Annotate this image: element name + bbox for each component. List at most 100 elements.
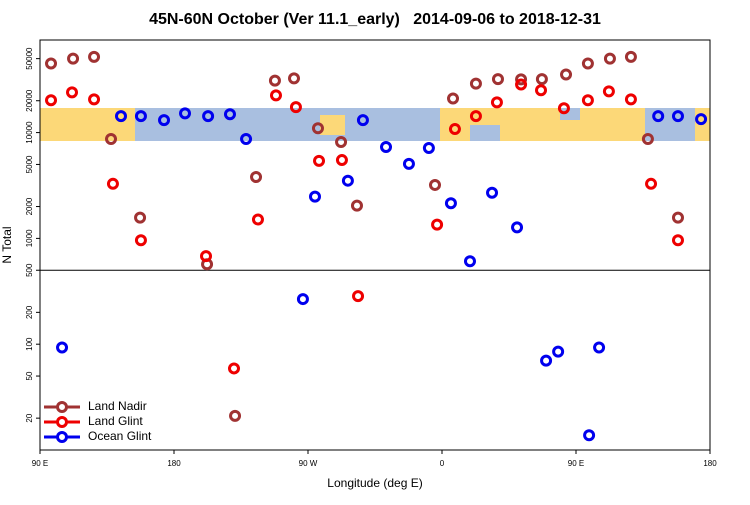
point	[134, 110, 147, 123]
y-tick-label: 200	[25, 305, 34, 319]
point	[540, 354, 553, 367]
point	[624, 93, 637, 106]
point	[311, 122, 324, 135]
plot-frame	[39, 39, 711, 451]
point	[66, 86, 79, 99]
point	[671, 234, 684, 247]
point	[45, 57, 58, 70]
chart-title: 45N-60N October (Ver 11.1_early) 2014-09…	[149, 11, 601, 28]
point	[515, 78, 528, 91]
y-tick-label: 500	[25, 263, 34, 277]
point	[431, 218, 444, 231]
y-tick-label: 10000	[25, 121, 34, 144]
point	[289, 101, 302, 114]
point	[335, 154, 348, 167]
point	[557, 102, 570, 115]
point	[350, 199, 363, 212]
point	[429, 178, 442, 191]
point	[511, 221, 524, 234]
legend-label: Ocean Glint	[88, 429, 152, 443]
point	[515, 73, 528, 86]
point	[67, 52, 80, 65]
x-tick-label: 90 W	[299, 459, 318, 468]
point	[240, 132, 253, 145]
point	[341, 174, 354, 187]
x-tick-label: 180	[703, 459, 717, 468]
point	[56, 341, 69, 354]
point	[134, 234, 147, 247]
y-tick-label: 20	[25, 413, 34, 422]
point	[583, 429, 596, 442]
point	[105, 132, 118, 145]
point	[228, 362, 241, 375]
point	[106, 177, 119, 190]
point	[380, 141, 393, 154]
point	[88, 93, 101, 106]
legend-marker	[56, 416, 68, 428]
point	[251, 213, 264, 226]
point	[179, 107, 192, 120]
point	[535, 84, 548, 97]
point	[335, 135, 348, 148]
y-tick-label: 2000	[25, 197, 34, 215]
point	[422, 142, 435, 155]
point	[444, 197, 457, 210]
y-tick-label: 50000	[25, 47, 34, 70]
point	[448, 123, 461, 136]
point	[624, 50, 637, 63]
y-axis-title: N Total	[0, 226, 14, 263]
point	[223, 108, 236, 121]
point	[158, 114, 171, 127]
x-tick-label: 90 E	[32, 459, 48, 468]
point	[463, 255, 476, 268]
point	[645, 177, 658, 190]
point	[486, 186, 499, 199]
point	[200, 250, 213, 263]
y-tick-label: 20000	[25, 89, 34, 112]
point	[202, 110, 215, 123]
point	[288, 72, 301, 85]
point	[45, 94, 58, 107]
legend-label: Land Nadir	[88, 399, 147, 413]
x-tick-label: 180	[167, 459, 181, 468]
point	[269, 89, 282, 102]
x-tick-label: 90 E	[568, 459, 584, 468]
point	[352, 290, 365, 303]
y-tick-label: 100	[25, 337, 34, 351]
legend-marker	[56, 401, 68, 413]
point	[490, 96, 503, 109]
point	[296, 293, 309, 306]
x-tick-label: 0	[440, 459, 445, 468]
point	[603, 52, 616, 65]
point	[671, 211, 684, 224]
point	[535, 73, 548, 86]
x-axis-title: Longitude (deg E)	[327, 476, 422, 490]
point	[134, 211, 147, 224]
point	[652, 110, 665, 123]
point	[469, 77, 482, 90]
point	[229, 409, 242, 422]
legend-marker	[56, 431, 68, 443]
point	[447, 92, 460, 105]
y-tick-label: 5000	[25, 155, 34, 173]
point	[250, 171, 263, 184]
point	[695, 113, 708, 126]
point	[593, 341, 606, 354]
y-tick-label: 1000	[25, 229, 34, 247]
point	[560, 68, 573, 81]
point	[552, 345, 565, 358]
point	[308, 190, 321, 203]
point	[114, 110, 127, 123]
y-tick-label: 50	[25, 371, 34, 380]
point	[581, 94, 594, 107]
point	[469, 110, 482, 123]
point	[402, 157, 415, 170]
legend-label: Land Glint	[88, 414, 143, 428]
point	[641, 132, 654, 145]
point	[581, 57, 594, 70]
point	[671, 110, 684, 123]
point	[602, 85, 615, 98]
point	[88, 50, 101, 63]
point	[491, 73, 504, 86]
